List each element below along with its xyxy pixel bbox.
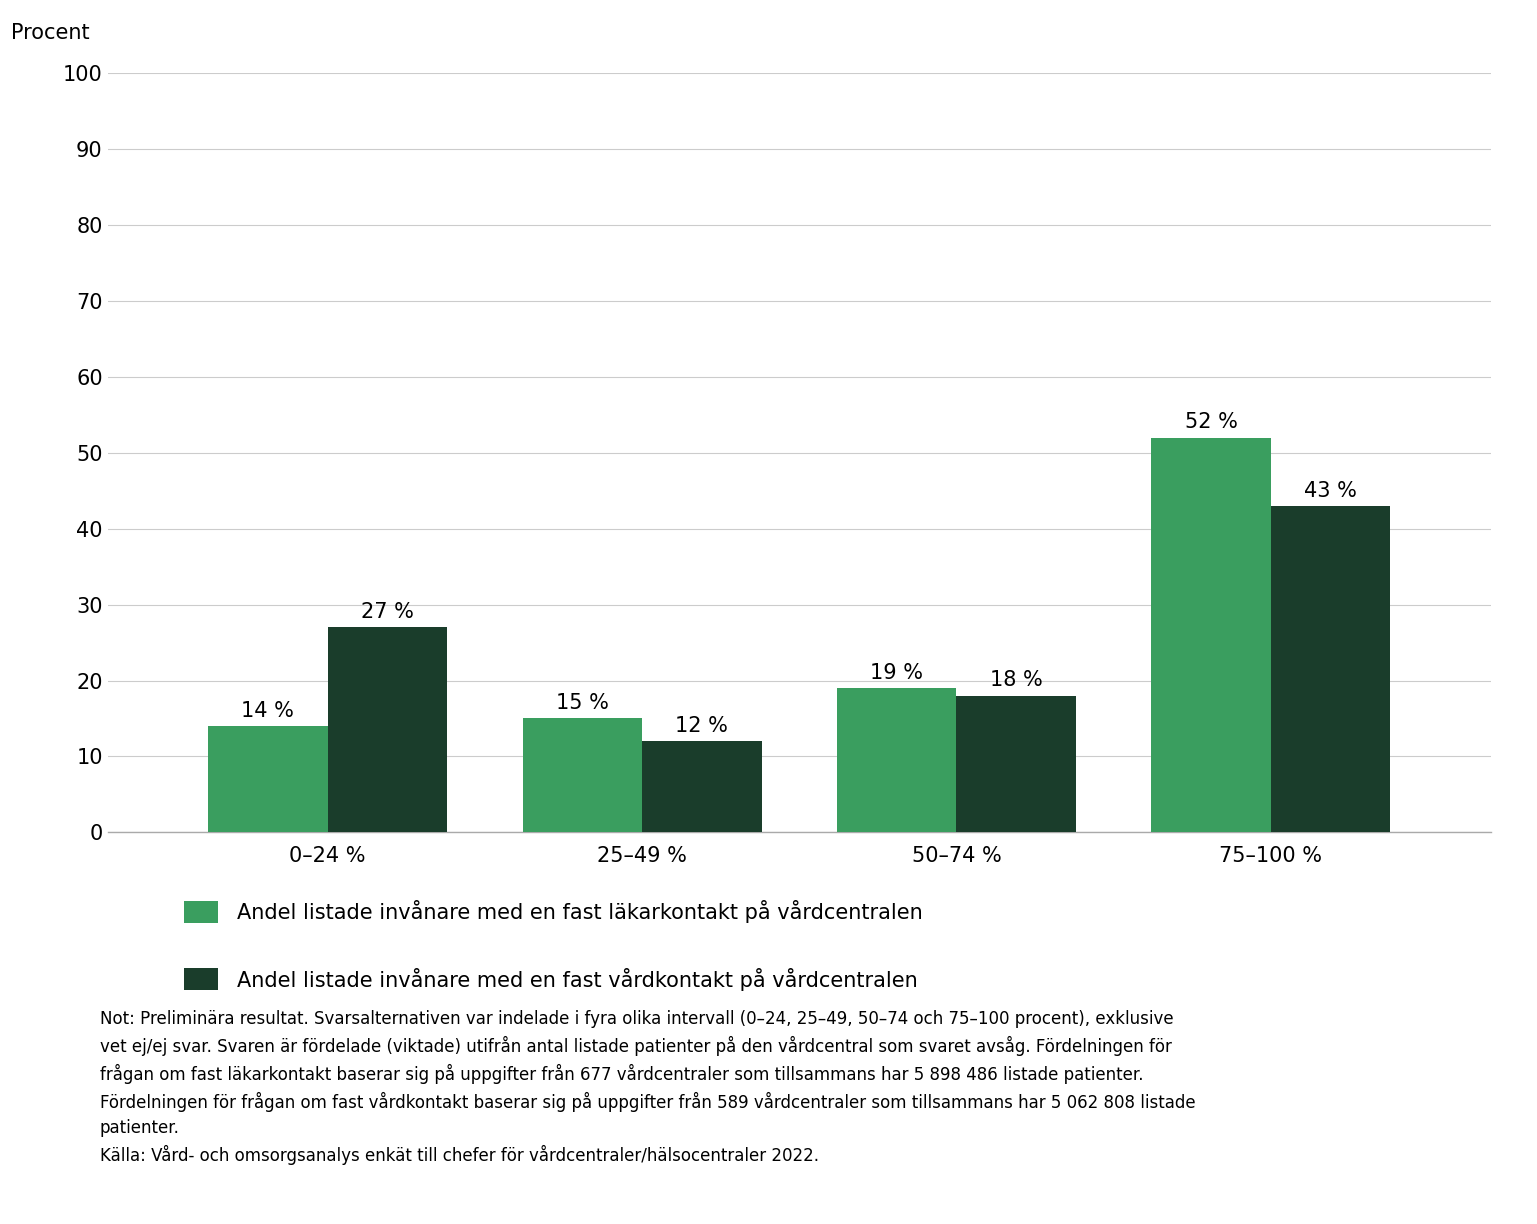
Bar	[956, 695, 1076, 832]
Text: 18 %: 18 %	[990, 671, 1042, 690]
Bar	[207, 726, 327, 832]
Text: Andel listade invånare med en fast läkarkontakt på vårdcentralen: Andel listade invånare med en fast läkar…	[237, 901, 922, 923]
Bar	[838, 688, 956, 832]
Text: 14 %: 14 %	[241, 701, 295, 721]
Text: 43 %: 43 %	[1303, 481, 1357, 501]
Bar	[642, 742, 761, 832]
Text: Andel listade invånare med en fast vårdkontakt på vårdcentralen: Andel listade invånare med en fast vårdk…	[237, 968, 918, 990]
Text: 19 %: 19 %	[870, 663, 924, 683]
Text: 27 %: 27 %	[361, 602, 413, 622]
Text: 12 %: 12 %	[675, 716, 729, 736]
Bar	[1151, 438, 1271, 832]
Text: 52 %: 52 %	[1185, 412, 1237, 432]
Bar	[523, 718, 642, 832]
Text: Procent: Procent	[11, 23, 89, 43]
Text: 15 %: 15 %	[556, 693, 609, 714]
Bar	[1271, 506, 1391, 832]
Bar	[327, 628, 447, 832]
Text: Not: Preliminära resultat. Svarsalternativen var indelade i fyra olika intervall: Not: Preliminära resultat. Svarsalternat…	[100, 1010, 1196, 1165]
